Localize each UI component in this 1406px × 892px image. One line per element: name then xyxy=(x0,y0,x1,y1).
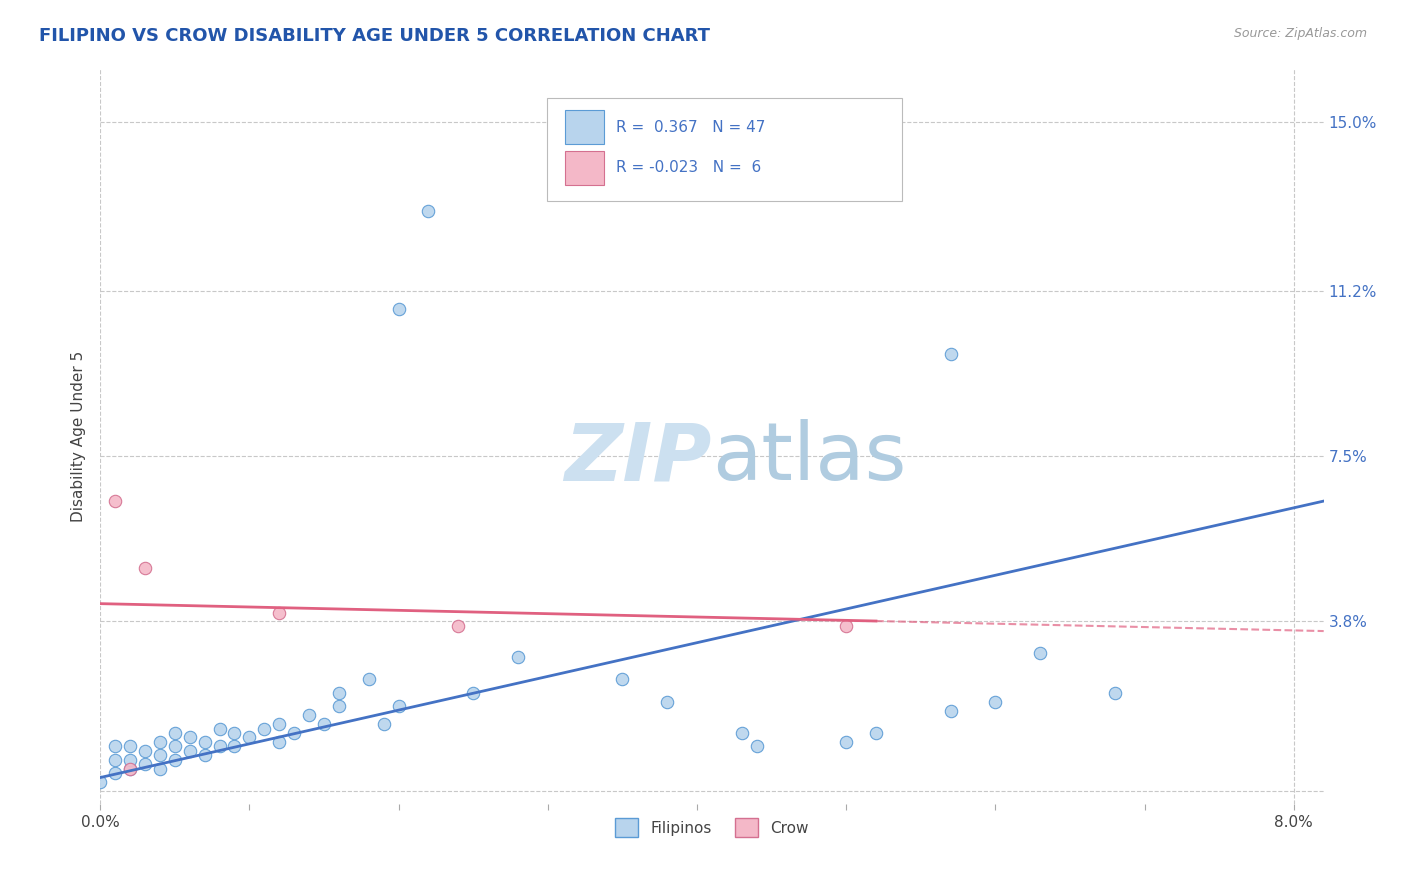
Point xyxy=(835,619,858,633)
Point xyxy=(1029,646,1052,660)
Text: Source: ZipAtlas.com: Source: ZipAtlas.com xyxy=(1233,27,1367,40)
Point xyxy=(134,757,156,772)
Point xyxy=(194,735,217,749)
Point xyxy=(179,744,201,758)
Point xyxy=(387,699,409,714)
Point xyxy=(163,739,186,754)
Point xyxy=(224,726,246,740)
Point xyxy=(328,686,350,700)
Point xyxy=(447,619,470,633)
Y-axis label: Disability Age Under 5: Disability Age Under 5 xyxy=(72,351,86,522)
Point xyxy=(373,717,395,731)
Point xyxy=(1104,686,1126,700)
Point xyxy=(463,686,485,700)
Point xyxy=(835,735,858,749)
Point xyxy=(104,494,127,508)
Point xyxy=(118,762,141,776)
Point xyxy=(194,748,217,763)
Point xyxy=(149,762,172,776)
Point xyxy=(506,650,529,665)
Point xyxy=(387,302,409,317)
Point xyxy=(149,748,172,763)
Point xyxy=(179,731,201,745)
Point xyxy=(745,739,768,754)
Legend: Filipinos, Crow: Filipinos, Crow xyxy=(607,811,815,845)
FancyBboxPatch shape xyxy=(547,98,901,201)
Text: R = -0.023   N =  6: R = -0.023 N = 6 xyxy=(616,161,762,176)
Point xyxy=(984,695,1007,709)
Point xyxy=(269,717,291,731)
Point xyxy=(357,673,380,687)
Text: atlas: atlas xyxy=(711,419,907,498)
Point xyxy=(269,606,291,620)
Point xyxy=(163,726,186,740)
Text: ZIP: ZIP xyxy=(565,419,711,498)
Point xyxy=(283,726,305,740)
Point xyxy=(118,762,141,776)
Point xyxy=(118,739,141,754)
Point xyxy=(657,695,679,709)
Point xyxy=(298,708,321,723)
FancyBboxPatch shape xyxy=(565,111,605,145)
Point xyxy=(731,726,754,740)
Point xyxy=(163,753,186,767)
Point xyxy=(612,673,634,687)
Text: R =  0.367   N = 47: R = 0.367 N = 47 xyxy=(616,120,766,135)
Point xyxy=(939,347,962,361)
FancyBboxPatch shape xyxy=(565,151,605,185)
Point xyxy=(253,722,276,736)
Point xyxy=(104,753,127,767)
Point xyxy=(418,204,440,219)
Point xyxy=(104,739,127,754)
Point xyxy=(118,753,141,767)
Point xyxy=(865,726,887,740)
Point xyxy=(134,561,156,575)
Point xyxy=(134,744,156,758)
Point xyxy=(104,766,127,780)
Point xyxy=(149,735,172,749)
Point xyxy=(328,699,350,714)
Text: FILIPINO VS CROW DISABILITY AGE UNDER 5 CORRELATION CHART: FILIPINO VS CROW DISABILITY AGE UNDER 5 … xyxy=(39,27,710,45)
Point xyxy=(224,739,246,754)
Point xyxy=(208,722,231,736)
Point xyxy=(238,731,260,745)
Point xyxy=(89,775,111,789)
Point xyxy=(939,704,962,718)
Point xyxy=(269,735,291,749)
Point xyxy=(312,717,335,731)
Point xyxy=(208,739,231,754)
